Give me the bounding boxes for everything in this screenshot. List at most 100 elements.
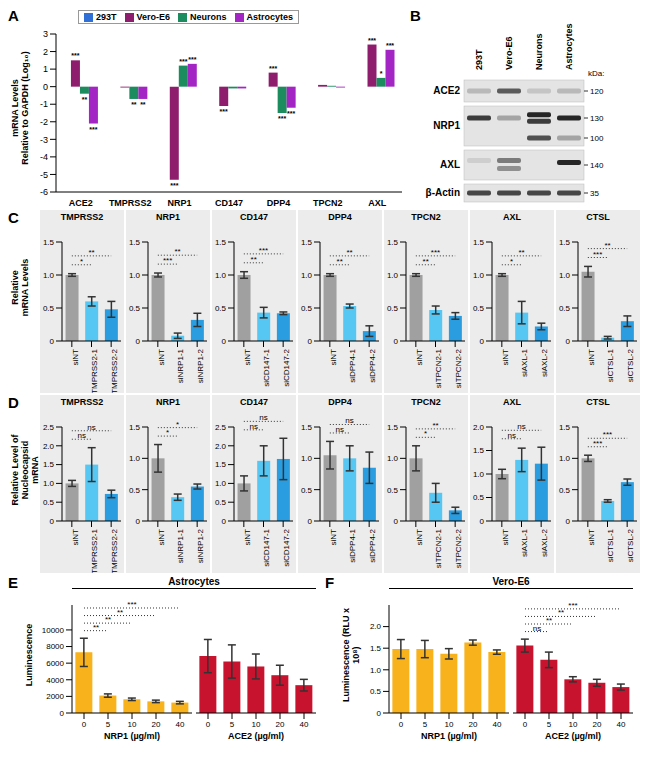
svg-text:DPP4: DPP4 xyxy=(267,198,291,208)
svg-text:1.5: 1.5 xyxy=(301,238,313,247)
svg-text:**: ** xyxy=(546,616,552,625)
svg-text:40: 40 xyxy=(617,720,626,729)
svg-text:ACE2: ACE2 xyxy=(69,198,93,208)
svg-text:1.0: 1.0 xyxy=(301,271,313,280)
svg-text:10: 10 xyxy=(569,720,578,729)
svg-text:siNT: siNT xyxy=(587,349,596,366)
svg-text:8000: 8000 xyxy=(46,642,64,651)
svg-text:-5: -5 xyxy=(40,170,48,180)
svg-text:TPCN2: TPCN2 xyxy=(313,198,343,208)
svg-text:1.5: 1.5 xyxy=(43,460,55,469)
svg-text:**: ** xyxy=(337,257,343,266)
svg-text:0: 0 xyxy=(377,709,382,718)
svg-text:siTMPRSS2-2: siTMPRSS2-2 xyxy=(110,528,119,573)
svg-text:1.0: 1.0 xyxy=(370,666,382,675)
svg-text:1.0: 1.0 xyxy=(43,271,55,280)
svg-text:0: 0 xyxy=(566,517,571,526)
svg-text:0: 0 xyxy=(308,337,313,346)
svg-text:-3: -3 xyxy=(40,135,48,145)
svg-text:ACE2: ACE2 xyxy=(433,85,460,96)
svg-text:0.5: 0.5 xyxy=(559,304,571,313)
svg-text:CD147: CD147 xyxy=(215,198,243,208)
svg-text:1.5: 1.5 xyxy=(370,644,382,653)
svg-text:siTPCN2-2: siTPCN2-2 xyxy=(454,528,463,568)
svg-text:2.0: 2.0 xyxy=(370,622,382,631)
svg-text:1.5: 1.5 xyxy=(129,238,141,247)
svg-text:100: 100 xyxy=(590,134,604,143)
svg-text:**: ** xyxy=(117,608,123,617)
svg-text:siAXL-2: siAXL-2 xyxy=(540,348,549,377)
svg-text:siNT: siNT xyxy=(415,529,424,546)
svg-text:1.0: 1.0 xyxy=(387,271,399,280)
svg-text:0.5: 0.5 xyxy=(301,486,313,495)
svg-text:siNT: siNT xyxy=(71,349,80,366)
svg-text:20: 20 xyxy=(276,720,285,729)
svg-text:0.5: 0.5 xyxy=(215,304,227,313)
svg-text:1.5: 1.5 xyxy=(129,423,141,432)
svg-text:***: *** xyxy=(170,182,178,189)
svg-text:0.5: 0.5 xyxy=(43,498,55,507)
svg-text:140: 140 xyxy=(590,161,604,170)
svg-text:4000: 4000 xyxy=(46,676,64,685)
svg-text:siTMPRSS2-1: siTMPRSS2-1 xyxy=(90,348,99,393)
svg-text:Vero-E6: Vero-E6 xyxy=(504,36,514,70)
svg-text:siNT: siNT xyxy=(501,349,510,366)
svg-text:siNRP1-2: siNRP1-2 xyxy=(196,528,205,563)
svg-text:siCTSL-2: siCTSL-2 xyxy=(626,528,635,562)
svg-text:1.5: 1.5 xyxy=(215,460,227,469)
svg-text:1.0: 1.0 xyxy=(559,454,571,463)
svg-text:**: ** xyxy=(432,421,438,430)
svg-text:1.0: 1.0 xyxy=(301,454,313,463)
svg-text:TMPRSS2: TMPRSS2 xyxy=(109,198,152,208)
svg-text:ns: ns xyxy=(87,423,95,432)
svg-text:***: *** xyxy=(278,115,286,122)
svg-text:β-Actin: β-Actin xyxy=(426,187,460,198)
svg-text:siAXL-2: siAXL-2 xyxy=(540,528,549,557)
svg-text:siNT: siNT xyxy=(415,349,424,366)
svg-text:2.5: 2.5 xyxy=(215,423,227,432)
svg-text:siAXL-1: siAXL-1 xyxy=(520,348,529,377)
svg-text:NRP1: NRP1 xyxy=(433,120,460,131)
svg-text:0.5: 0.5 xyxy=(473,304,485,313)
svg-text:5: 5 xyxy=(106,720,111,729)
svg-text:*: * xyxy=(166,428,169,437)
svg-text:20: 20 xyxy=(593,720,602,729)
svg-text:**: ** xyxy=(604,241,610,250)
svg-text:***: *** xyxy=(603,430,612,439)
svg-text:siNT: siNT xyxy=(329,349,338,366)
svg-text:**: ** xyxy=(140,101,146,108)
svg-text:*: * xyxy=(510,257,513,266)
svg-text:siNT: siNT xyxy=(587,529,596,546)
svg-text:**: ** xyxy=(88,248,94,257)
svg-text:siNT: siNT xyxy=(71,529,80,546)
svg-text:**: ** xyxy=(346,248,352,257)
svg-text:1.5: 1.5 xyxy=(473,446,485,455)
svg-text:siDPP4-1: siDPP4-1 xyxy=(348,528,357,562)
svg-text:***: *** xyxy=(220,108,228,115)
svg-text:siNRP1-2: siNRP1-2 xyxy=(196,348,205,383)
svg-text:**: ** xyxy=(518,248,524,257)
svg-text:5: 5 xyxy=(230,720,235,729)
svg-text:siCD147-2: siCD147-2 xyxy=(282,528,291,566)
svg-text:2.5: 2.5 xyxy=(43,423,55,432)
svg-text:**: ** xyxy=(82,96,88,103)
svg-text:siNT: siNT xyxy=(157,529,166,546)
svg-text:1.5: 1.5 xyxy=(387,238,399,247)
svg-text:20: 20 xyxy=(152,720,161,729)
svg-text:0: 0 xyxy=(399,720,404,729)
svg-text:ns: ns xyxy=(533,624,541,633)
svg-text:**: ** xyxy=(423,257,429,266)
svg-text:**: ** xyxy=(174,247,180,256)
svg-text:10000: 10000 xyxy=(42,626,65,635)
svg-text:0: 0 xyxy=(136,337,141,346)
svg-text:1.0: 1.0 xyxy=(473,470,485,479)
svg-text:**: ** xyxy=(558,608,564,617)
svg-text:siCTSL-1: siCTSL-1 xyxy=(606,528,615,562)
svg-text:10: 10 xyxy=(252,720,261,729)
svg-text:***: *** xyxy=(259,246,268,255)
svg-text:***: *** xyxy=(71,52,79,59)
svg-text:**: ** xyxy=(93,623,99,632)
svg-text:293T: 293T xyxy=(474,49,484,70)
svg-text:20: 20 xyxy=(469,720,478,729)
svg-text:1.0: 1.0 xyxy=(215,479,227,488)
